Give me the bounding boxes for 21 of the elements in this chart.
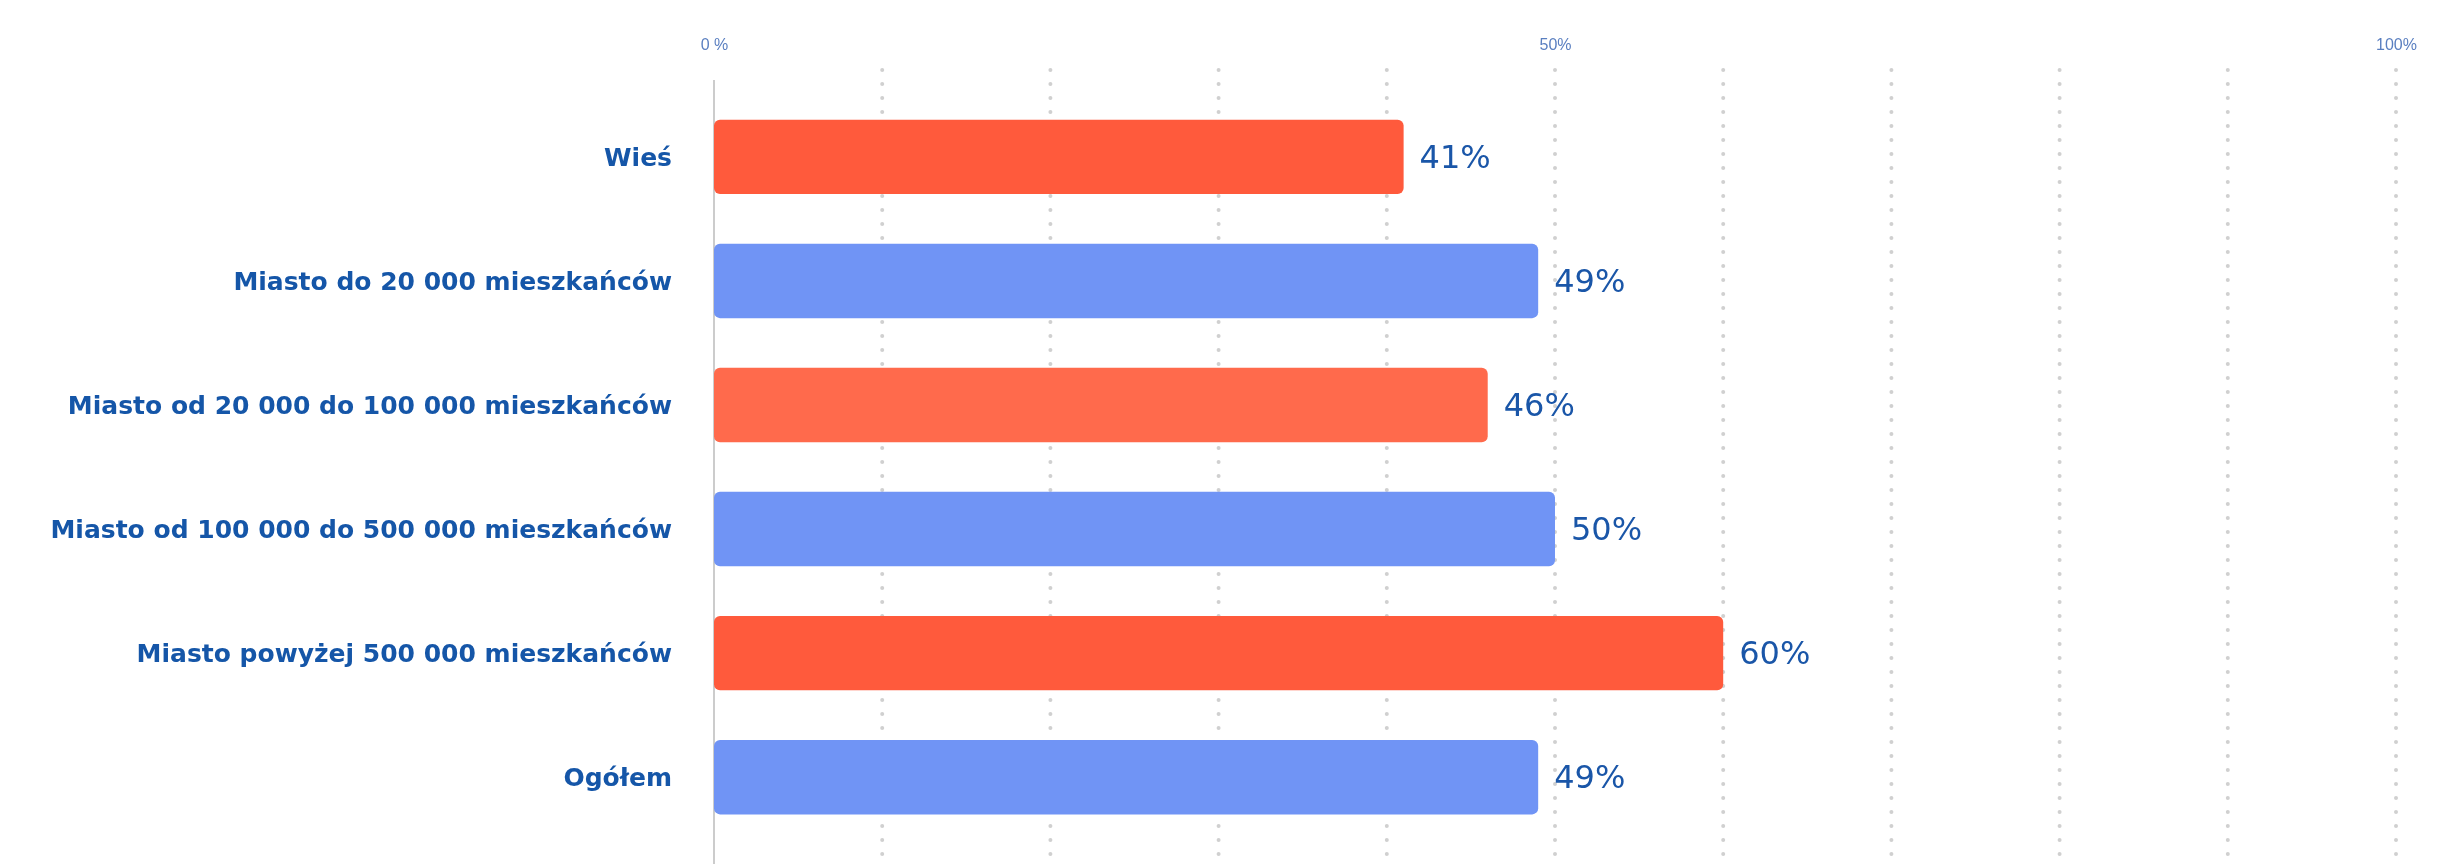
y-tick-label: Miasto od 20 000 do 100 000 mieszkańców [67,390,672,420]
data-label: 50% [1571,510,1643,549]
data-label: 41% [1419,138,1491,177]
bar [714,243,1539,319]
bar [714,491,1555,567]
bar [714,739,1539,815]
x-tick-label: 50% [1539,36,1572,53]
y-tick-label: Miasto od 100 000 do 500 000 mieszkańców [50,514,672,544]
data-label: 49% [1554,758,1626,797]
y-tick-label: Wieś [604,142,672,172]
x-tick-label: 0 % [700,36,729,53]
data-label: 46% [1503,386,1575,425]
y-tick-label: Ogółem [563,762,672,792]
bar [714,119,1404,195]
bar [714,615,1724,691]
data-label: 49% [1554,262,1626,301]
data-label: 60% [1739,634,1811,673]
y-tick-label: Miasto powyżej 500 000 mieszkańców [136,638,672,668]
y-tick-label: Miasto do 20 000 mieszkańców [233,266,672,296]
bar [714,367,1488,443]
x-tick-label: 100% [2376,36,2417,53]
